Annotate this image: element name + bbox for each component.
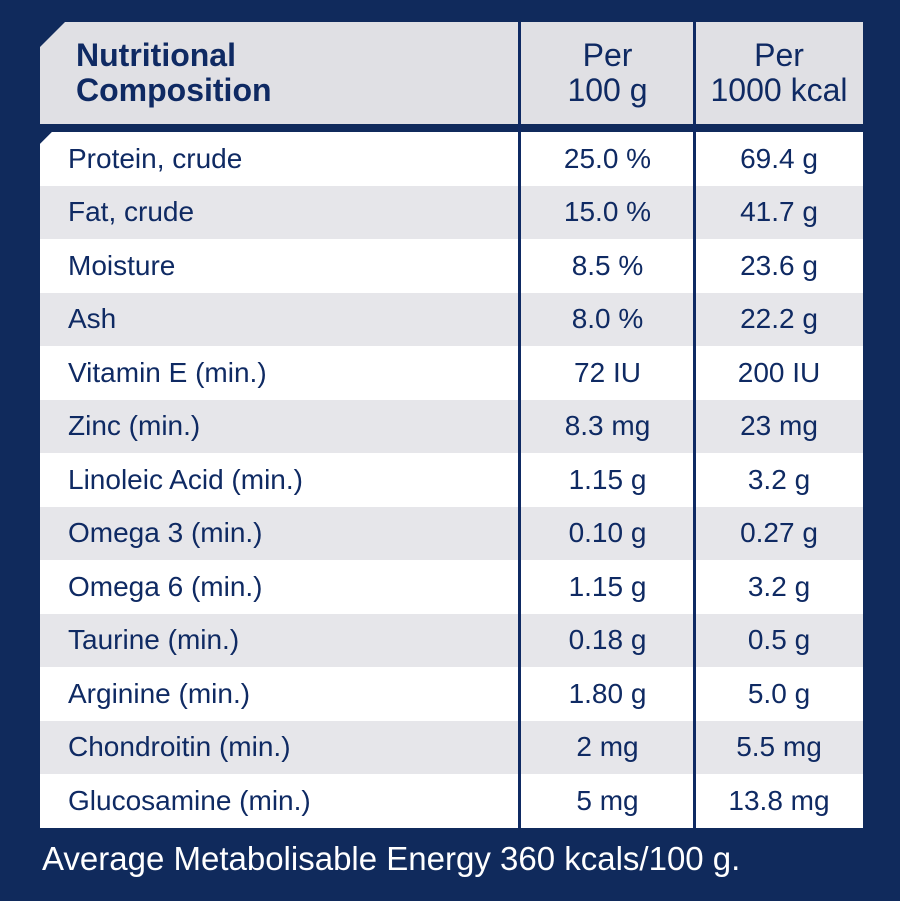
value-per-100g: 1.15 g xyxy=(568,570,647,602)
value-per-100g: 2 mg xyxy=(576,731,639,762)
table-row: Ash 8.0 % 22.2 g xyxy=(40,292,863,346)
column-divider-1 xyxy=(518,22,521,828)
table-row: Protein, crude 25.0 % 69.4 g xyxy=(40,132,863,185)
header-per-1000kcal: Per 1000 kcal xyxy=(695,22,863,124)
value-per-1000kcal: 13.8 mg xyxy=(728,784,830,816)
column-divider-2 xyxy=(693,22,696,828)
nutrient-name: Fat, crude xyxy=(68,196,195,227)
table-body: Protein, crude 25.0 % 69.4 g Fat, crude 15.0… xyxy=(40,132,863,828)
value-per-100g: 15.0 % xyxy=(563,196,652,227)
table-row: Chondroitin (min.) 2 mg 5.5 mg xyxy=(40,720,863,774)
header-col2-line2: 1000 kcal xyxy=(710,72,848,108)
energy-footnote: Average Metabolisable Energy 360 kcals/1… xyxy=(42,840,741,877)
value-per-1000kcal: 22.2 g xyxy=(740,303,818,334)
nutrient-name: Ash xyxy=(68,303,117,334)
value-per-1000kcal: 3.2 g xyxy=(747,463,811,495)
table-row: Vitamin E (min.) 72 IU 200 IU xyxy=(40,346,863,399)
value-per-100g: 5 mg xyxy=(576,784,639,816)
nutrient-name: Moisture xyxy=(68,249,176,281)
nutrition-table: Nutritional Composition Per 100 g Per 10… xyxy=(40,22,863,828)
value-per-1000kcal: 23 mg xyxy=(740,410,818,441)
table-row: Taurine (min.) 0.18 g 0.5 g xyxy=(40,613,863,667)
value-per-1000kcal: 69.4 g xyxy=(740,142,818,174)
nutrient-name: Zinc (min.) xyxy=(68,410,201,441)
table-row: Moisture 8.5 % 23.6 g xyxy=(40,239,863,292)
value-per-1000kcal: 5.0 g xyxy=(747,677,811,709)
nutrient-name: Omega 6 (min.) xyxy=(68,570,263,602)
nutrient-name: Omega 3 (min.) xyxy=(68,517,263,548)
header-title-line1: Nutritional xyxy=(76,37,236,73)
table-header: Nutritional Composition Per 100 g Per 10… xyxy=(40,22,863,124)
header-col1-line1: Per xyxy=(582,37,633,73)
table-row: Glucosamine (min.) 5 mg 13.8 mg xyxy=(40,774,863,827)
table-row: Arginine (min.) 1.80 g 5.0 g xyxy=(40,667,863,720)
header-col1-line2: 100 g xyxy=(567,72,648,108)
nutrient-name: Glucosamine (min.) xyxy=(68,784,311,816)
value-per-100g: 1.80 g xyxy=(568,677,647,709)
nutrient-name: Linoleic Acid (min.) xyxy=(68,463,303,495)
table-row: Fat, crude 15.0 % 41.7 g xyxy=(40,185,863,239)
value-per-100g: 72 IU xyxy=(574,356,641,388)
value-per-1000kcal: 5.5 mg xyxy=(736,731,822,762)
header-col2-line1: Per xyxy=(754,37,804,73)
nutrient-name: Vitamin E (min.) xyxy=(68,356,267,388)
value-per-100g: 25.0 % xyxy=(563,142,652,174)
value-per-100g: 0.10 g xyxy=(568,517,647,548)
header-per-100g: Per 100 g xyxy=(520,22,695,124)
value-per-1000kcal: 41.7 g xyxy=(740,196,818,227)
nutrient-name: Arginine (min.) xyxy=(68,677,251,709)
value-per-1000kcal: 0.5 g xyxy=(747,624,811,655)
header-title: Nutritional Composition xyxy=(76,22,516,124)
value-per-1000kcal: 0.27 g xyxy=(740,517,818,548)
table-row: Omega 3 (min.) 0.10 g 0.27 g xyxy=(40,506,863,560)
table-row: Zinc (min.) 8.3 mg 23 mg xyxy=(40,399,863,453)
value-per-100g: 1.15 g xyxy=(568,463,647,495)
value-per-1000kcal: 200 IU xyxy=(737,356,821,388)
table-row: Linoleic Acid (min.) 1.15 g 3.2 g xyxy=(40,453,863,506)
nutrient-name: Chondroitin (min.) xyxy=(68,731,291,762)
nutrient-name: Taurine (min.) xyxy=(68,624,240,655)
value-per-100g: 8.0 % xyxy=(571,303,644,334)
nutrient-name: Protein, crude xyxy=(68,142,243,174)
value-per-100g: 0.18 g xyxy=(568,624,647,655)
header-title-line2: Composition xyxy=(76,72,272,108)
value-per-100g: 8.3 mg xyxy=(564,410,651,441)
value-per-1000kcal: 23.6 g xyxy=(740,249,818,281)
table-row: Omega 6 (min.) 1.15 g 3.2 g xyxy=(40,560,863,613)
value-per-100g: 8.5 % xyxy=(571,249,644,281)
value-per-1000kcal: 3.2 g xyxy=(747,570,811,602)
